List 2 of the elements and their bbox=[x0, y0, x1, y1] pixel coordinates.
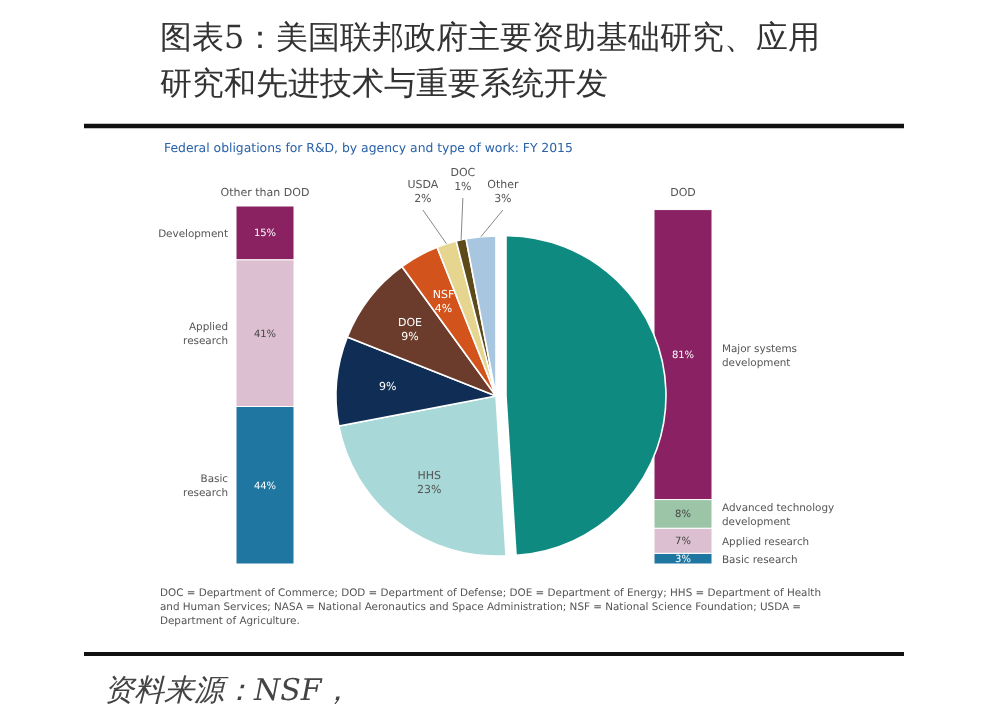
chart-title: 图表5：美国联邦政府主要资助基础研究、应用研究和先进技术与重要系统开发 bbox=[160, 18, 821, 102]
text: 资料来源：NSF， bbox=[104, 672, 352, 708]
